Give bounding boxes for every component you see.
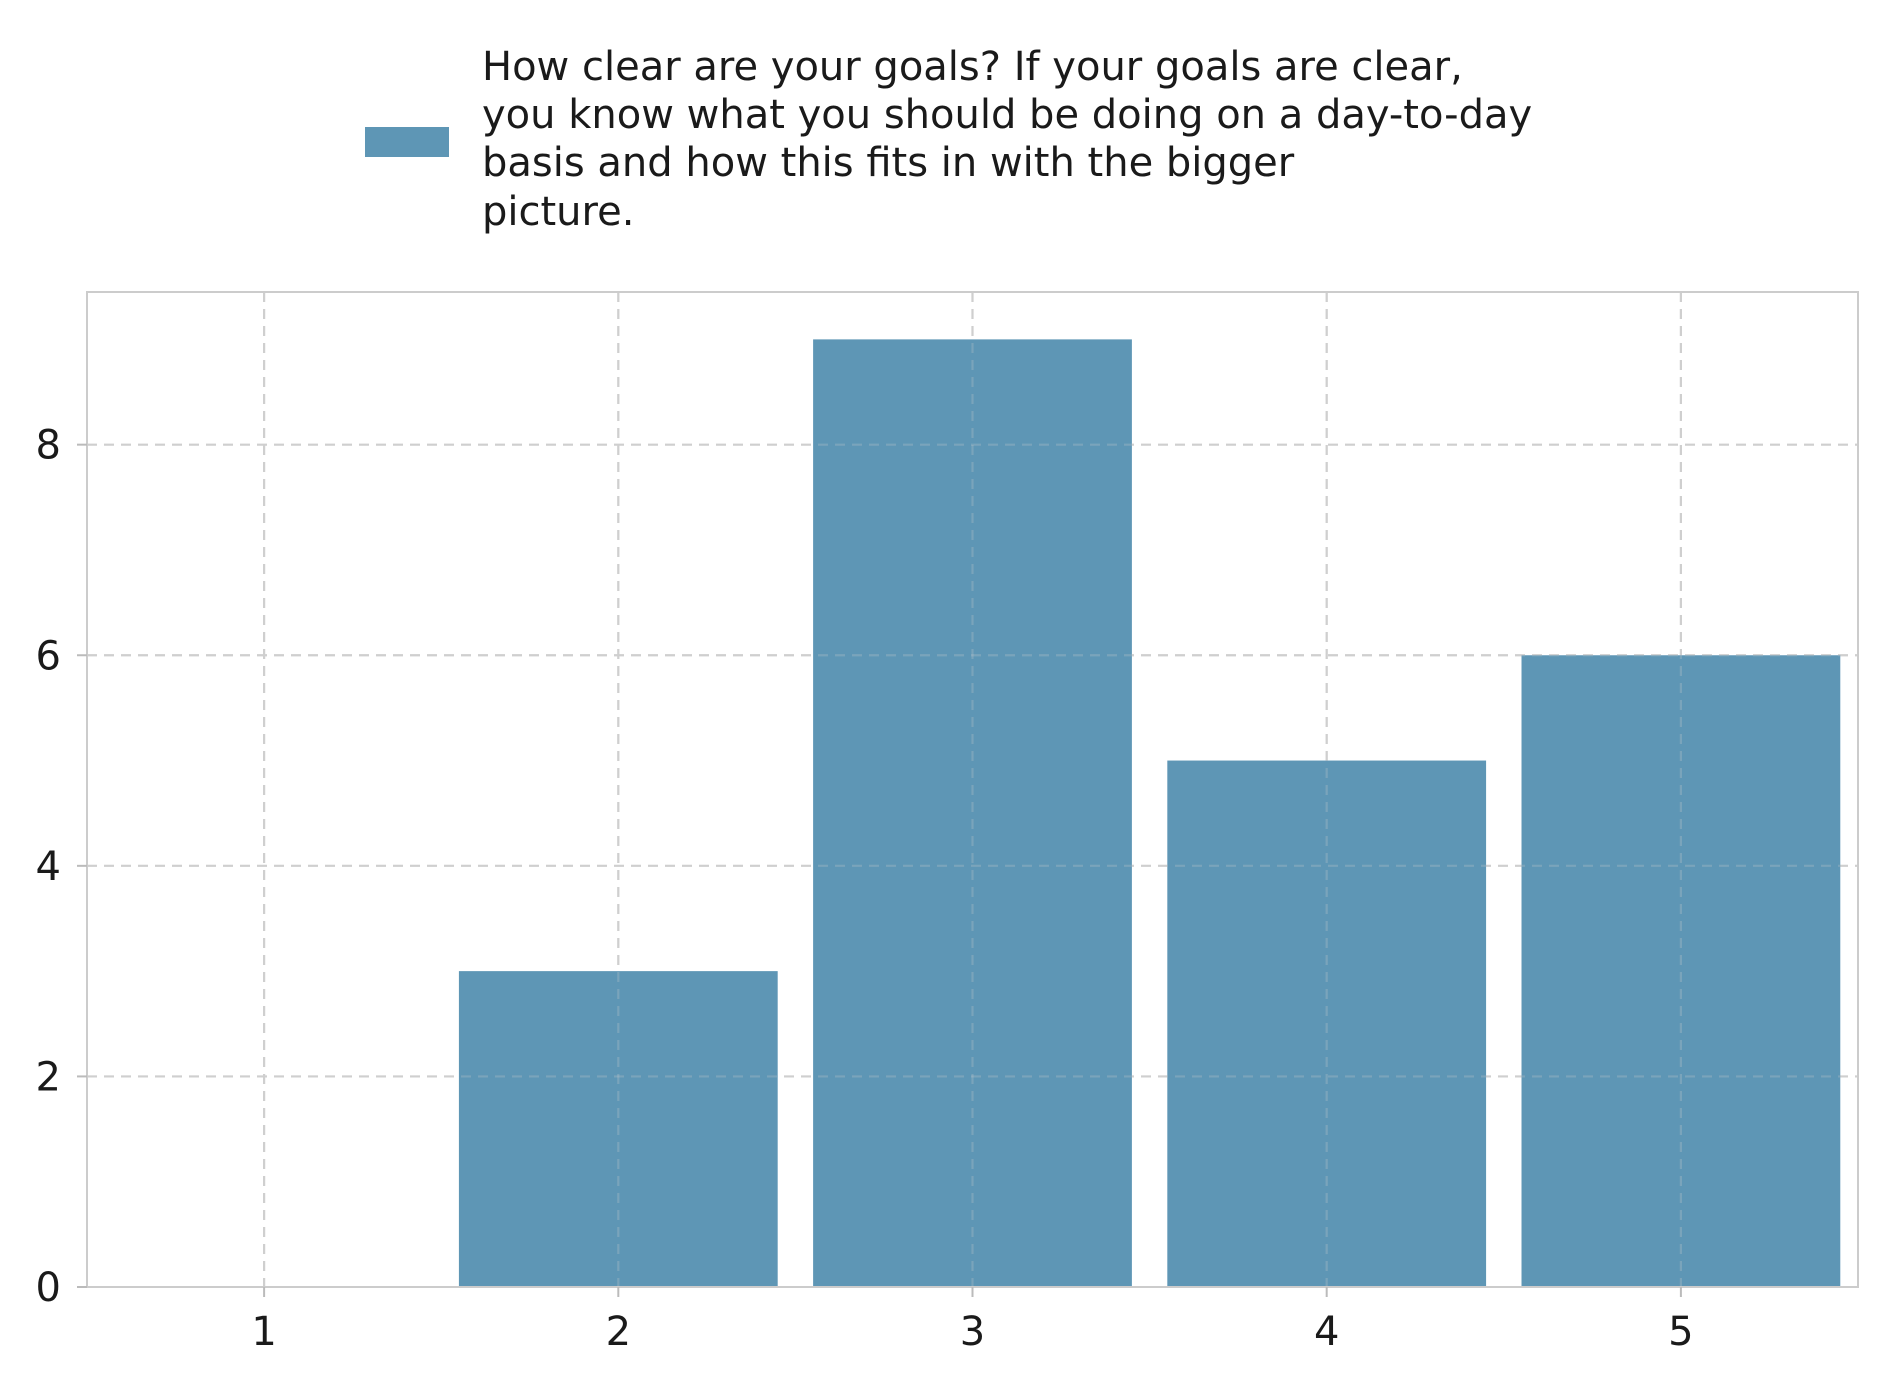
legend-swatch [365,127,449,157]
y-tick-label: 8 [36,423,61,469]
legend-label-line-3: basis and how this fits in with the bigg… [482,140,1295,186]
x-axis-ticks: 1 2 3 4 5 [251,1287,1694,1355]
y-tick-label: 2 [36,1054,61,1100]
y-tick-label: 6 [36,633,61,679]
bar-2 [458,971,778,1287]
x-tick-label: 3 [960,1309,985,1355]
plot-area: 0 2 4 6 8 1 2 3 4 5 [36,291,1859,1355]
x-tick-label: 1 [251,1309,276,1355]
bars [458,339,1841,1287]
legend-label-line-2: you know what you should be doing on a d… [482,92,1532,138]
legend-label-line-1: How clear are your goals? If your goals … [482,44,1463,90]
bar-3 [813,339,1132,1287]
y-tick-label: 0 [36,1265,61,1311]
x-tick-label: 4 [1314,1309,1339,1355]
bar-5 [1521,655,1841,1287]
y-tick-label: 4 [36,844,61,890]
y-axis-ticks: 0 2 4 6 8 [36,423,87,1311]
x-tick-label: 2 [606,1309,631,1355]
legend-label-line-4: picture. [482,189,634,235]
gridlines-over-bars [87,292,1858,1287]
bar-4 [1167,760,1487,1287]
legend: How clear are your goals? If your goals … [365,44,1532,235]
x-tick-label: 5 [1668,1309,1693,1355]
